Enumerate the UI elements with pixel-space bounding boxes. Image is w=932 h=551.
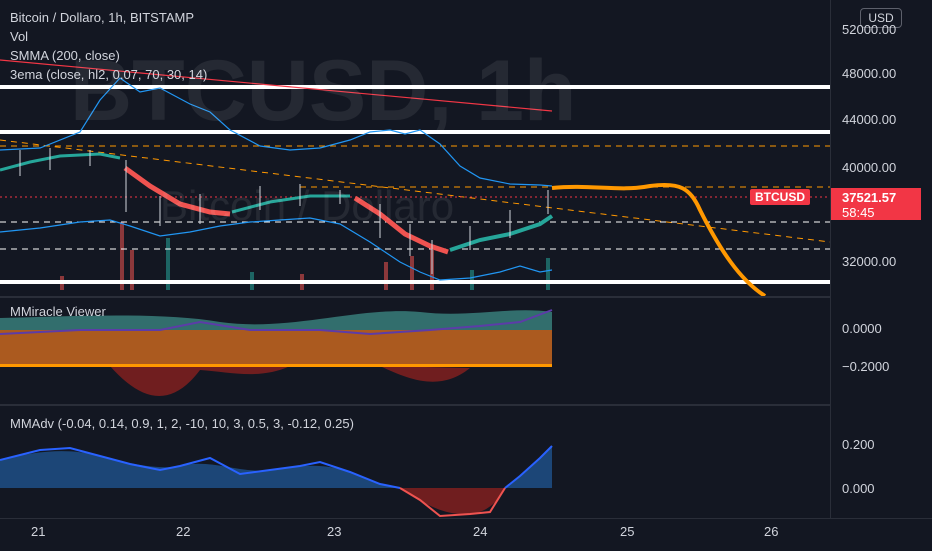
mmiracle-axis-label: 0.0000 <box>842 321 882 336</box>
pane-separator-2[interactable] <box>0 404 830 406</box>
current-price: 37521.57 <box>842 190 897 205</box>
mmadv-axis-label: 0.000 <box>842 481 875 496</box>
price-chart[interactable] <box>0 0 830 518</box>
watermark-big: BTCUSD, 1h <box>70 43 577 139</box>
time-label: 25 <box>620 524 635 539</box>
volume-bars <box>60 222 550 290</box>
price-label: 48000.00 <box>842 66 897 81</box>
symbol-tag: BTCUSD <box>750 189 810 205</box>
price-label: 32000.00 <box>842 254 897 269</box>
candles <box>0 148 554 274</box>
mmiracle-axis-label: −0.2000 <box>842 359 890 374</box>
price-label: 52000.00 <box>842 22 897 37</box>
legend-smma[interactable]: SMMA (200, close) <box>10 48 120 63</box>
legend-mmadv[interactable]: MMAdv (-0.04, 0.14, 0.9, 1, 2, -10, 10, … <box>10 416 354 431</box>
mmadv-pane <box>0 445 553 518</box>
legend-vol[interactable]: Vol <box>10 29 29 44</box>
legend-3ema[interactable]: 3ema (close, hl2, 0.07, 70, 30, 14) <box>10 67 208 82</box>
current-price-tag <box>831 188 921 220</box>
support-line <box>0 280 830 284</box>
time-label: 23 <box>327 524 342 539</box>
symbol-title: Bitcoin / Dollaro, 1h, BITSTAMP <box>10 10 194 25</box>
price-axis[interactable] <box>830 0 932 518</box>
resistance-line-2 <box>0 130 830 134</box>
watermark-small: Bitcoin / Dollaro <box>160 182 455 229</box>
time-label: 26 <box>764 524 779 539</box>
price-label: 44000.00 <box>842 112 897 127</box>
mmadv-axis-label: 0.200 <box>842 437 875 452</box>
time-axis[interactable] <box>0 518 932 551</box>
pane-separator-1[interactable] <box>0 296 830 298</box>
mmiracle-pane <box>0 309 553 396</box>
time-label: 22 <box>176 524 191 539</box>
price-label: 40000.00 <box>842 160 897 175</box>
forecast-curve <box>551 182 767 298</box>
currency-button[interactable]: USD <box>860 8 902 28</box>
legend-mmiracle[interactable]: MMiracle Viewer <box>10 304 106 319</box>
resistance-line-1 <box>0 85 830 89</box>
bar-countdown: 58:45 <box>842 205 875 220</box>
time-label: 21 <box>31 524 46 539</box>
time-label: 24 <box>473 524 488 539</box>
